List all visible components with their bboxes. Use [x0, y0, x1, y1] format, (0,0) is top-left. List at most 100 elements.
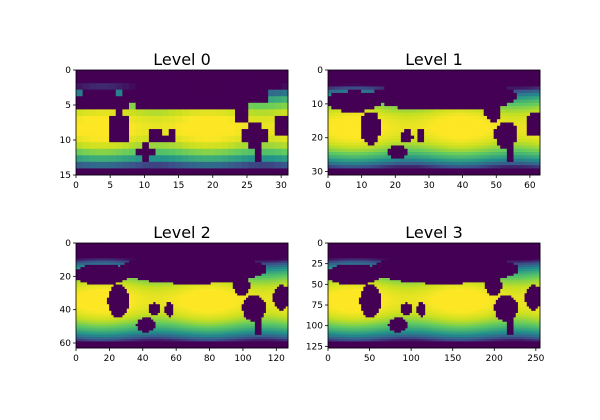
heatmap-cell [170, 273, 174, 277]
heatmap-cell [367, 102, 372, 107]
heatmap-cell [281, 148, 289, 156]
heatmap-cell [162, 275, 165, 279]
heatmap-cell [104, 269, 108, 272]
heatmap-cell [281, 115, 289, 123]
heatmap-cell [374, 138, 379, 143]
heatmap-cell [102, 83, 110, 91]
heatmap-cell [221, 278, 225, 281]
heatmap-cell [285, 293, 289, 296]
heatmap-cell [427, 155, 432, 159]
heatmap-cell [387, 129, 392, 133]
heatmap-cell [470, 158, 475, 163]
heatmap-cell [102, 282, 106, 285]
heatmap-cell [453, 92, 458, 97]
heatmap-cell [159, 293, 163, 296]
heatmap-cell [215, 155, 223, 163]
heatmap-cell [195, 253, 198, 257]
heatmap-cell [188, 278, 192, 281]
heatmap-cell [420, 122, 425, 127]
heatmap-cell [361, 115, 365, 120]
heatmap-cell [381, 76, 385, 81]
heatmap-cell [193, 247, 196, 250]
heatmap-cell [331, 161, 336, 166]
heatmap-cell [261, 258, 265, 261]
heatmap-cell [93, 273, 97, 277]
heatmap-cell [120, 273, 123, 277]
heatmap-cell [113, 284, 117, 288]
heatmap-cell [146, 245, 150, 248]
heatmap-cell [226, 256, 229, 259]
heatmap-cell [516, 132, 521, 137]
heatmap-cell [184, 291, 187, 294]
heatmap-cell [100, 249, 103, 253]
heatmap-cell [460, 79, 465, 84]
heatmap-cell [460, 122, 465, 127]
heatmap-cell [166, 275, 170, 279]
heatmap-cell [437, 79, 442, 84]
heatmap-cell [443, 158, 448, 163]
heatmap-cell [140, 291, 143, 294]
heatmap-cell [179, 269, 183, 272]
heatmap-cell [115, 168, 123, 176]
heatmap-cell [477, 142, 481, 146]
heatmap-cell [87, 243, 90, 246]
heatmap-cell [397, 76, 402, 81]
heatmap-cell [536, 148, 541, 153]
heatmap-cell [186, 243, 190, 246]
heatmap-cell [137, 243, 141, 246]
heatmap-cell [168, 288, 172, 292]
heatmap-cell [151, 291, 154, 294]
heatmap-cell [252, 258, 256, 261]
heatmap-cell [259, 284, 262, 288]
heatmap-cell [135, 256, 139, 259]
heatmap-cell [199, 251, 203, 255]
heatmap-cell [95, 243, 99, 246]
heatmap-cell [177, 295, 181, 299]
heatmap-cell [91, 286, 95, 290]
heatmap-cell [193, 275, 196, 279]
heatmap-cell [82, 129, 90, 137]
heatmap-cell [443, 83, 448, 87]
heatmap-cell [530, 122, 534, 127]
heatmap-cell [274, 245, 278, 248]
heatmap-cell [239, 247, 243, 250]
heatmap-cell [520, 165, 524, 169]
heatmap-cell [477, 92, 481, 97]
heatmap-cell [179, 251, 183, 255]
heatmap-cell [483, 92, 488, 97]
heatmap-cell [133, 243, 137, 246]
heatmap-cell [530, 132, 534, 137]
heatmap-cell [430, 102, 435, 107]
heatmap-cell [328, 83, 332, 87]
heatmap-cell [334, 158, 339, 163]
heatmap-cell [457, 92, 461, 97]
heatmap-cell [351, 102, 355, 107]
heatmap-cell [212, 267, 216, 270]
heatmap-cell [221, 260, 225, 264]
heatmap-cell [232, 264, 236, 268]
heatmap-cell [235, 115, 243, 123]
heatmap-cell [279, 286, 282, 290]
heatmap-cell [434, 152, 438, 156]
heatmap-cell [400, 99, 405, 104]
heatmap-cell [122, 258, 125, 261]
heatmap-cell [274, 96, 282, 104]
heatmap-cell [268, 148, 276, 156]
heatmap-cell [168, 129, 176, 137]
heatmap-cell [215, 129, 223, 137]
heatmap-cell [437, 73, 442, 77]
heatmap-cell [221, 148, 229, 156]
heatmap-cell [155, 262, 159, 266]
heatmap-cell [334, 89, 339, 94]
heatmap-cell [477, 145, 481, 150]
heatmap-cell [470, 145, 475, 150]
heatmap-cell [414, 70, 418, 74]
heatmap-cell [493, 83, 498, 87]
heatmap-cell [235, 155, 243, 163]
heatmap-cell [457, 86, 461, 91]
heatmap-cell [341, 73, 345, 77]
heatmap-cell [470, 125, 475, 130]
heatmap-cell [226, 260, 229, 264]
heatmap-cell [364, 155, 369, 159]
heatmap-cell [226, 245, 229, 248]
